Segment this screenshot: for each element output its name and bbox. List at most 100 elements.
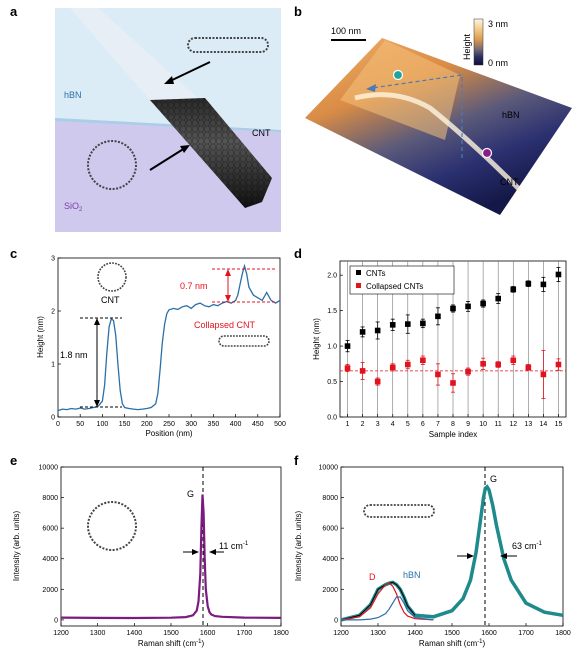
- cnt-point: [555, 271, 562, 278]
- panel-d-x-tick-label: 11: [495, 421, 502, 428]
- panel-e-chart: 1200 1300 1400 1500 1600 1700 1800 0 2000 4000 60…: [12, 465, 289, 649]
- collapsed-cnt-point: [555, 361, 562, 368]
- arrow-head: [94, 318, 100, 325]
- panel-c-x-ticks: 0 50 100 150 200 250 300 350 400 450 500: [56, 414, 286, 428]
- panel-d-xlabel: Sample index: [429, 430, 477, 439]
- panel-f-xlabel: Raman shift (cm-1): [419, 639, 486, 648]
- legend-label-cnts: CNTs: [366, 269, 386, 278]
- panel-d-x-tick-label: 12: [509, 421, 517, 428]
- panel-a-illustration: hBN CNT SiO2: [55, 8, 281, 232]
- panel-c-x-tick-label: 300: [185, 421, 197, 428]
- label-cnt: CNT: [252, 128, 271, 138]
- d-band-fit: [340, 582, 434, 621]
- panel-d-y-tick-label: 0.5: [327, 379, 337, 386]
- panel-d-x-tick-label: 8: [451, 421, 455, 428]
- panel-f-x-tick-label: 1600: [481, 630, 497, 637]
- panel-f-chart: 1200 1300 1400 1500 1600 1700 1800 0 2000 4000 60…: [294, 465, 571, 649]
- collapsed-cnt-point: [540, 371, 547, 378]
- cnt-point: [374, 327, 381, 334]
- panel-d-chart: 1 2 3 4 5 6 7 8 9 10 11 12 13 14 15 0.00.51.01.52.0 CN…: [312, 260, 567, 439]
- arrow-head: [467, 553, 474, 559]
- panel-f-y-tick-label: 4000: [322, 556, 338, 563]
- cnt-point: [510, 286, 517, 293]
- panel-e-y-tick-label: 8000: [42, 495, 58, 502]
- panel-f-y-tick-label: 6000: [322, 526, 338, 533]
- panel-d-x-tick-label: 3: [376, 421, 380, 428]
- panel-c-x-tick-label: 400: [230, 421, 242, 428]
- panel-c-x-tick-label: 350: [208, 421, 220, 428]
- panel-e-x-tick-label: 1700: [237, 630, 253, 637]
- cnt-point: [389, 322, 396, 328]
- arrow-collapsed: [167, 61, 211, 83]
- colorbar-max: 3 nm: [488, 19, 508, 29]
- profile-path: [371, 74, 463, 158]
- panel-c-y-tick-label: 0: [51, 415, 55, 422]
- panel-d-y-ticks: 0.0 0.5 1.0 1.5 2.0: [327, 273, 343, 422]
- panel-d-x-tick-label: 5: [406, 421, 410, 428]
- panel-e-x-tick-label: 1500: [163, 630, 179, 637]
- panel-c-ylabel: Height (nm): [36, 316, 45, 358]
- panel-e-y-tick-label: 2000: [42, 587, 58, 594]
- collapsed-cnt-point: [344, 365, 351, 371]
- legend-marker-cnts: [356, 270, 361, 275]
- collapsed-cnt-point: [510, 357, 517, 364]
- panel-letter-e: e: [10, 453, 17, 468]
- panel-d-x-tick-label: 9: [466, 421, 470, 428]
- cnt-point: [405, 321, 411, 327]
- panel-e-x-ticks: 1200 1300 1400 1500 1600 1700 1800: [53, 623, 289, 637]
- afm-hbn-region: [340, 40, 460, 140]
- panel-c-x-tick-label: 100: [97, 421, 109, 428]
- panel-f-y-tick-label: 10000: [319, 465, 339, 472]
- arrow-round: [149, 147, 186, 171]
- panel-e-y-ticks: 0 2000 4000 6000 8000 10000: [39, 465, 64, 624]
- panel-letter-c: c: [10, 246, 17, 261]
- scale-bar-label: 100 nm: [331, 26, 361, 36]
- panel-f-x-tick-label: 1400: [407, 630, 423, 637]
- collapsed-cnt-point: [495, 361, 501, 368]
- arrow-head: [164, 76, 174, 84]
- panel-f-x-tick-label: 1500: [444, 630, 460, 637]
- legend-label-collapsed: Collapsed CNTs: [366, 282, 423, 291]
- panel-c-y-tick-label: 3: [51, 256, 55, 263]
- marker-cnt: [481, 147, 493, 159]
- collapsed-label: Collapsed CNT: [194, 320, 256, 330]
- colorbar: [473, 18, 484, 66]
- cnt-point: [495, 295, 501, 302]
- label-sio2: SiO2: [64, 201, 83, 213]
- cnt-point: [344, 343, 351, 349]
- panel-d-x-tick-label: 7: [436, 421, 440, 428]
- panel-letter-f: f: [294, 453, 299, 468]
- panel-d-ylabel: Height (nm): [312, 318, 321, 360]
- collapsed-cnt-point: [374, 378, 381, 385]
- cnt-height-label: 1.8 nm: [60, 350, 88, 360]
- cnt-point: [435, 313, 441, 320]
- panel-c-x-tick-label: 150: [119, 421, 131, 428]
- arrow-head: [94, 400, 100, 407]
- cnt-point: [359, 329, 366, 335]
- round-cnt-icon: [97, 262, 127, 292]
- panel-c-x-tick-label: 0: [56, 421, 60, 428]
- panel-e-y-tick-label: 4000: [42, 556, 58, 563]
- panel-c-chart: 0 50 100 150 200 250 300 350 400 450 500 0 1 2 3 1.8 …: [36, 256, 286, 439]
- collapsed-cnt-point: [405, 361, 411, 368]
- panel-f-y-tick-label: 0: [334, 617, 338, 624]
- round-cross-section-icon: [87, 140, 137, 190]
- panel-c-y-ticks: 0 1 2 3: [51, 256, 61, 422]
- arrow-head: [225, 295, 231, 302]
- cnt-point: [480, 300, 486, 307]
- profile-arrow-head: [366, 84, 376, 92]
- panel-f-x-tick-label: 1200: [333, 630, 349, 637]
- legend: [349, 265, 455, 295]
- arrow-head: [209, 549, 216, 555]
- collapsed-cnt-point: [420, 357, 426, 364]
- g-label: G: [187, 489, 194, 499]
- collapsed-cnt-point: [389, 364, 396, 371]
- cnt-point: [465, 303, 471, 310]
- panel-c-x-tick-label: 50: [76, 421, 84, 428]
- arrow-head: [225, 269, 231, 276]
- afm-label-cnt: CNT: [500, 177, 519, 187]
- arrow-head: [180, 145, 190, 153]
- panel-c-x-tick-label: 200: [141, 421, 153, 428]
- panel-e-x-tick-label: 1600: [200, 630, 216, 637]
- afm-label-hbn: hBN: [502, 110, 520, 120]
